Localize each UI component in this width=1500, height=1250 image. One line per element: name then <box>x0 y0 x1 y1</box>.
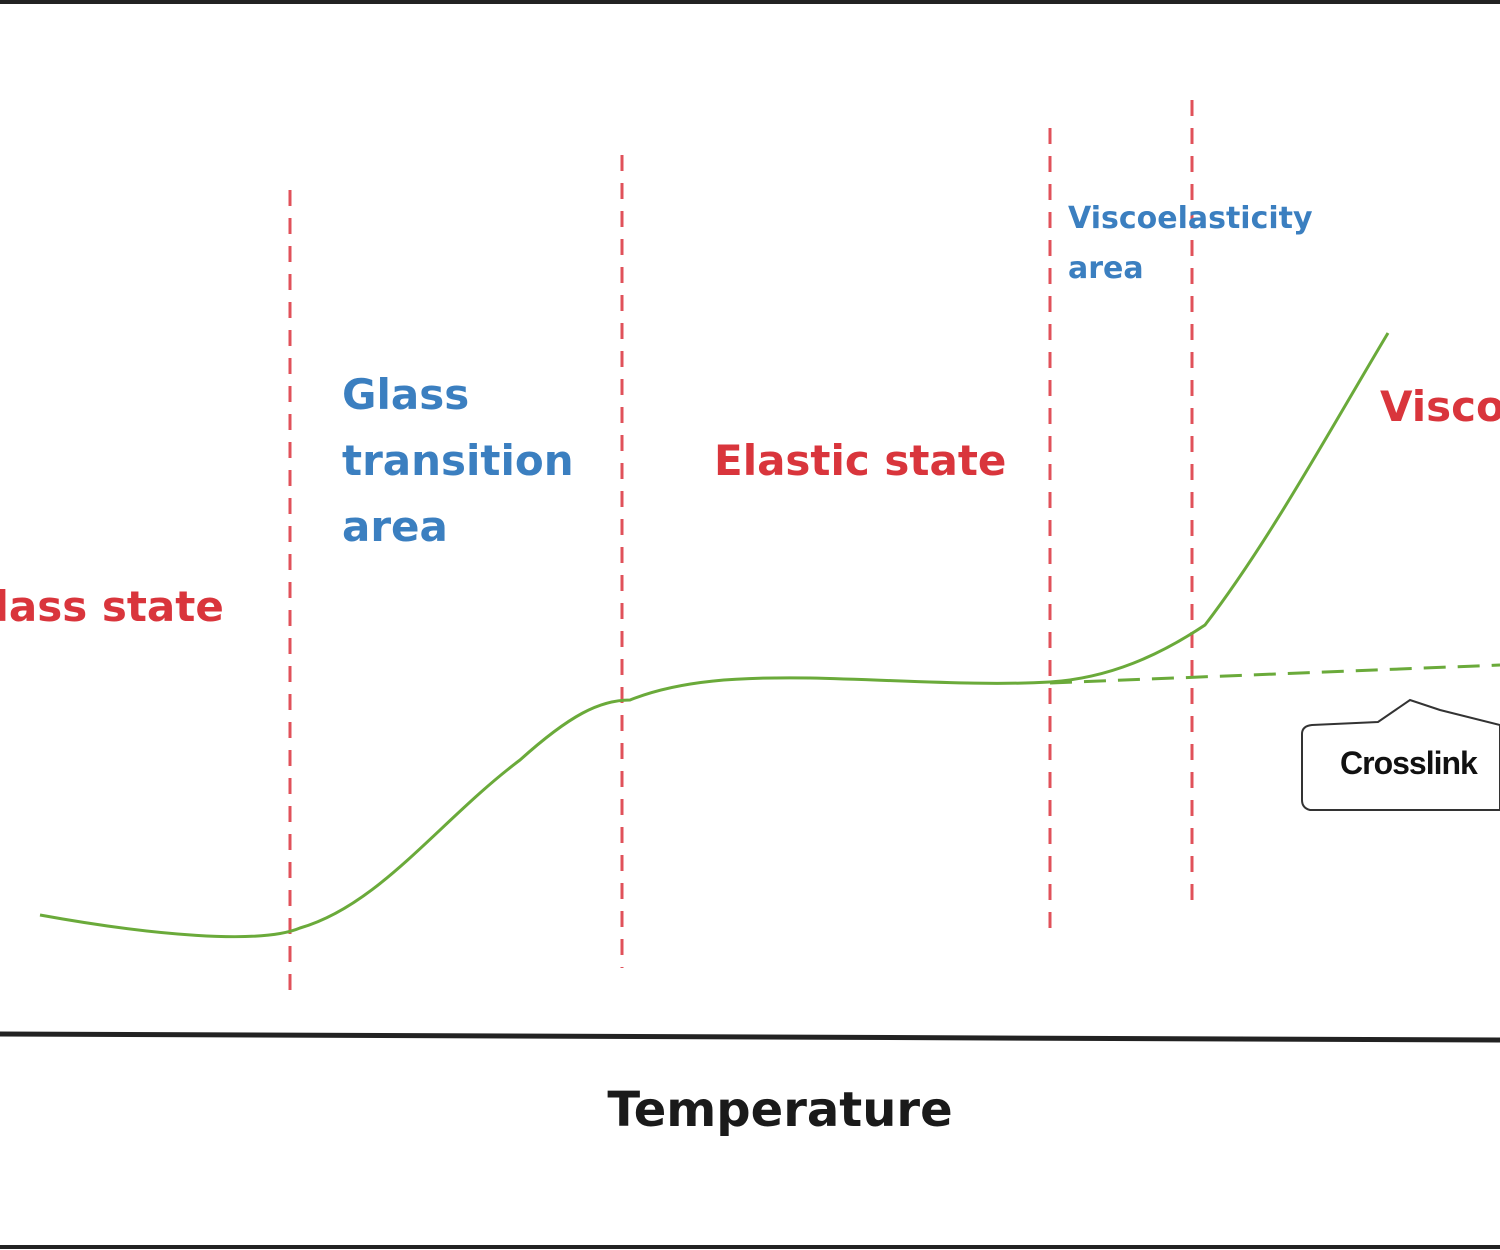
callout-bubble <box>1301 698 1500 811</box>
crosslink-callout-text: Crosslink <box>1340 745 1478 781</box>
viscoelasticity-label: Viscoelasticity area <box>1068 201 1313 286</box>
viscous-label: Visco <box>1380 382 1500 431</box>
x-axis-label: Temperature <box>607 1082 953 1138</box>
x-axis-line <box>0 1031 1500 1043</box>
elastic-state-label: Elastic state <box>714 436 1007 485</box>
glass-transition-label: Glass transition area <box>342 370 574 551</box>
crosslink-curve <box>1049 663 1500 685</box>
modulus-curve <box>39 332 1390 939</box>
glass-state-label: Glass state <box>0 582 224 631</box>
